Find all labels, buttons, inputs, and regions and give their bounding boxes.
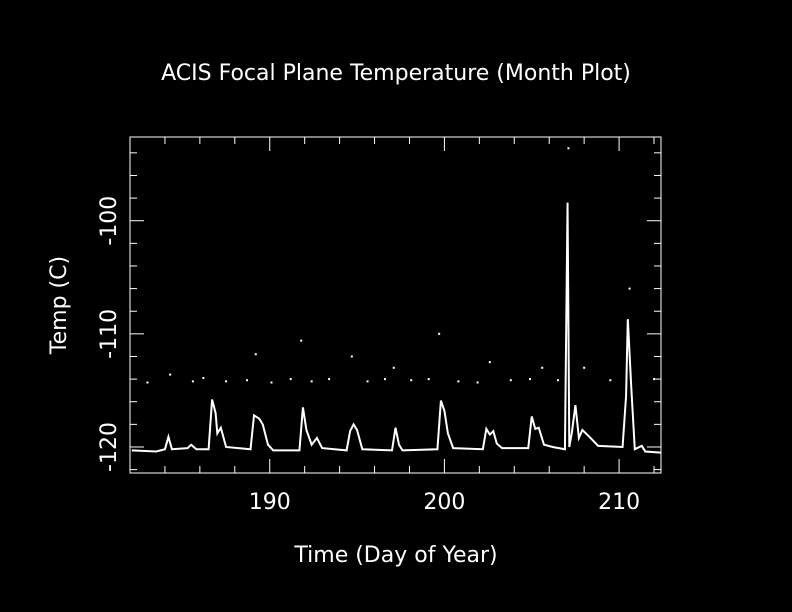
data-point — [410, 379, 413, 382]
x-axis-label: Time (Day of Year) — [293, 543, 497, 568]
x-tick-label: 210 — [598, 490, 640, 515]
data-point — [583, 366, 586, 369]
data-point — [476, 381, 479, 384]
data-point — [628, 287, 631, 290]
data-point — [350, 355, 353, 358]
data-point — [384, 378, 387, 381]
data-point — [225, 380, 228, 383]
data-point — [427, 378, 430, 381]
data-point — [169, 373, 172, 376]
x-tick-label: 200 — [423, 490, 465, 515]
data-point — [328, 378, 331, 381]
data-point — [202, 376, 205, 379]
data-point — [457, 380, 460, 383]
data-point — [366, 380, 369, 383]
data-point — [146, 381, 149, 384]
data-point — [509, 379, 512, 382]
data-point — [191, 380, 194, 383]
data-point — [653, 378, 656, 381]
data-point — [488, 361, 491, 364]
data-point — [438, 332, 441, 335]
data-point — [270, 381, 273, 384]
data-point — [528, 378, 531, 381]
data-point — [567, 147, 570, 150]
data-point — [609, 379, 612, 382]
data-point — [300, 339, 303, 342]
x-tick-label: 190 — [249, 490, 291, 515]
data-point — [246, 379, 249, 382]
y-tick-label: -100 — [97, 196, 122, 246]
plot-frame — [129, 136, 662, 474]
data-point — [556, 379, 559, 382]
data-point — [289, 378, 292, 381]
data-point — [541, 366, 544, 369]
y-tick-label: -120 — [97, 422, 122, 472]
y-tick-label: -110 — [97, 309, 122, 359]
data-point — [392, 366, 395, 369]
y-axis-label: Temp (C) — [47, 256, 72, 355]
data-point — [310, 380, 313, 383]
chart-title: ACIS Focal Plane Temperature (Month Plot… — [161, 61, 631, 86]
data-point — [254, 353, 257, 356]
data-line — [131, 202, 662, 454]
